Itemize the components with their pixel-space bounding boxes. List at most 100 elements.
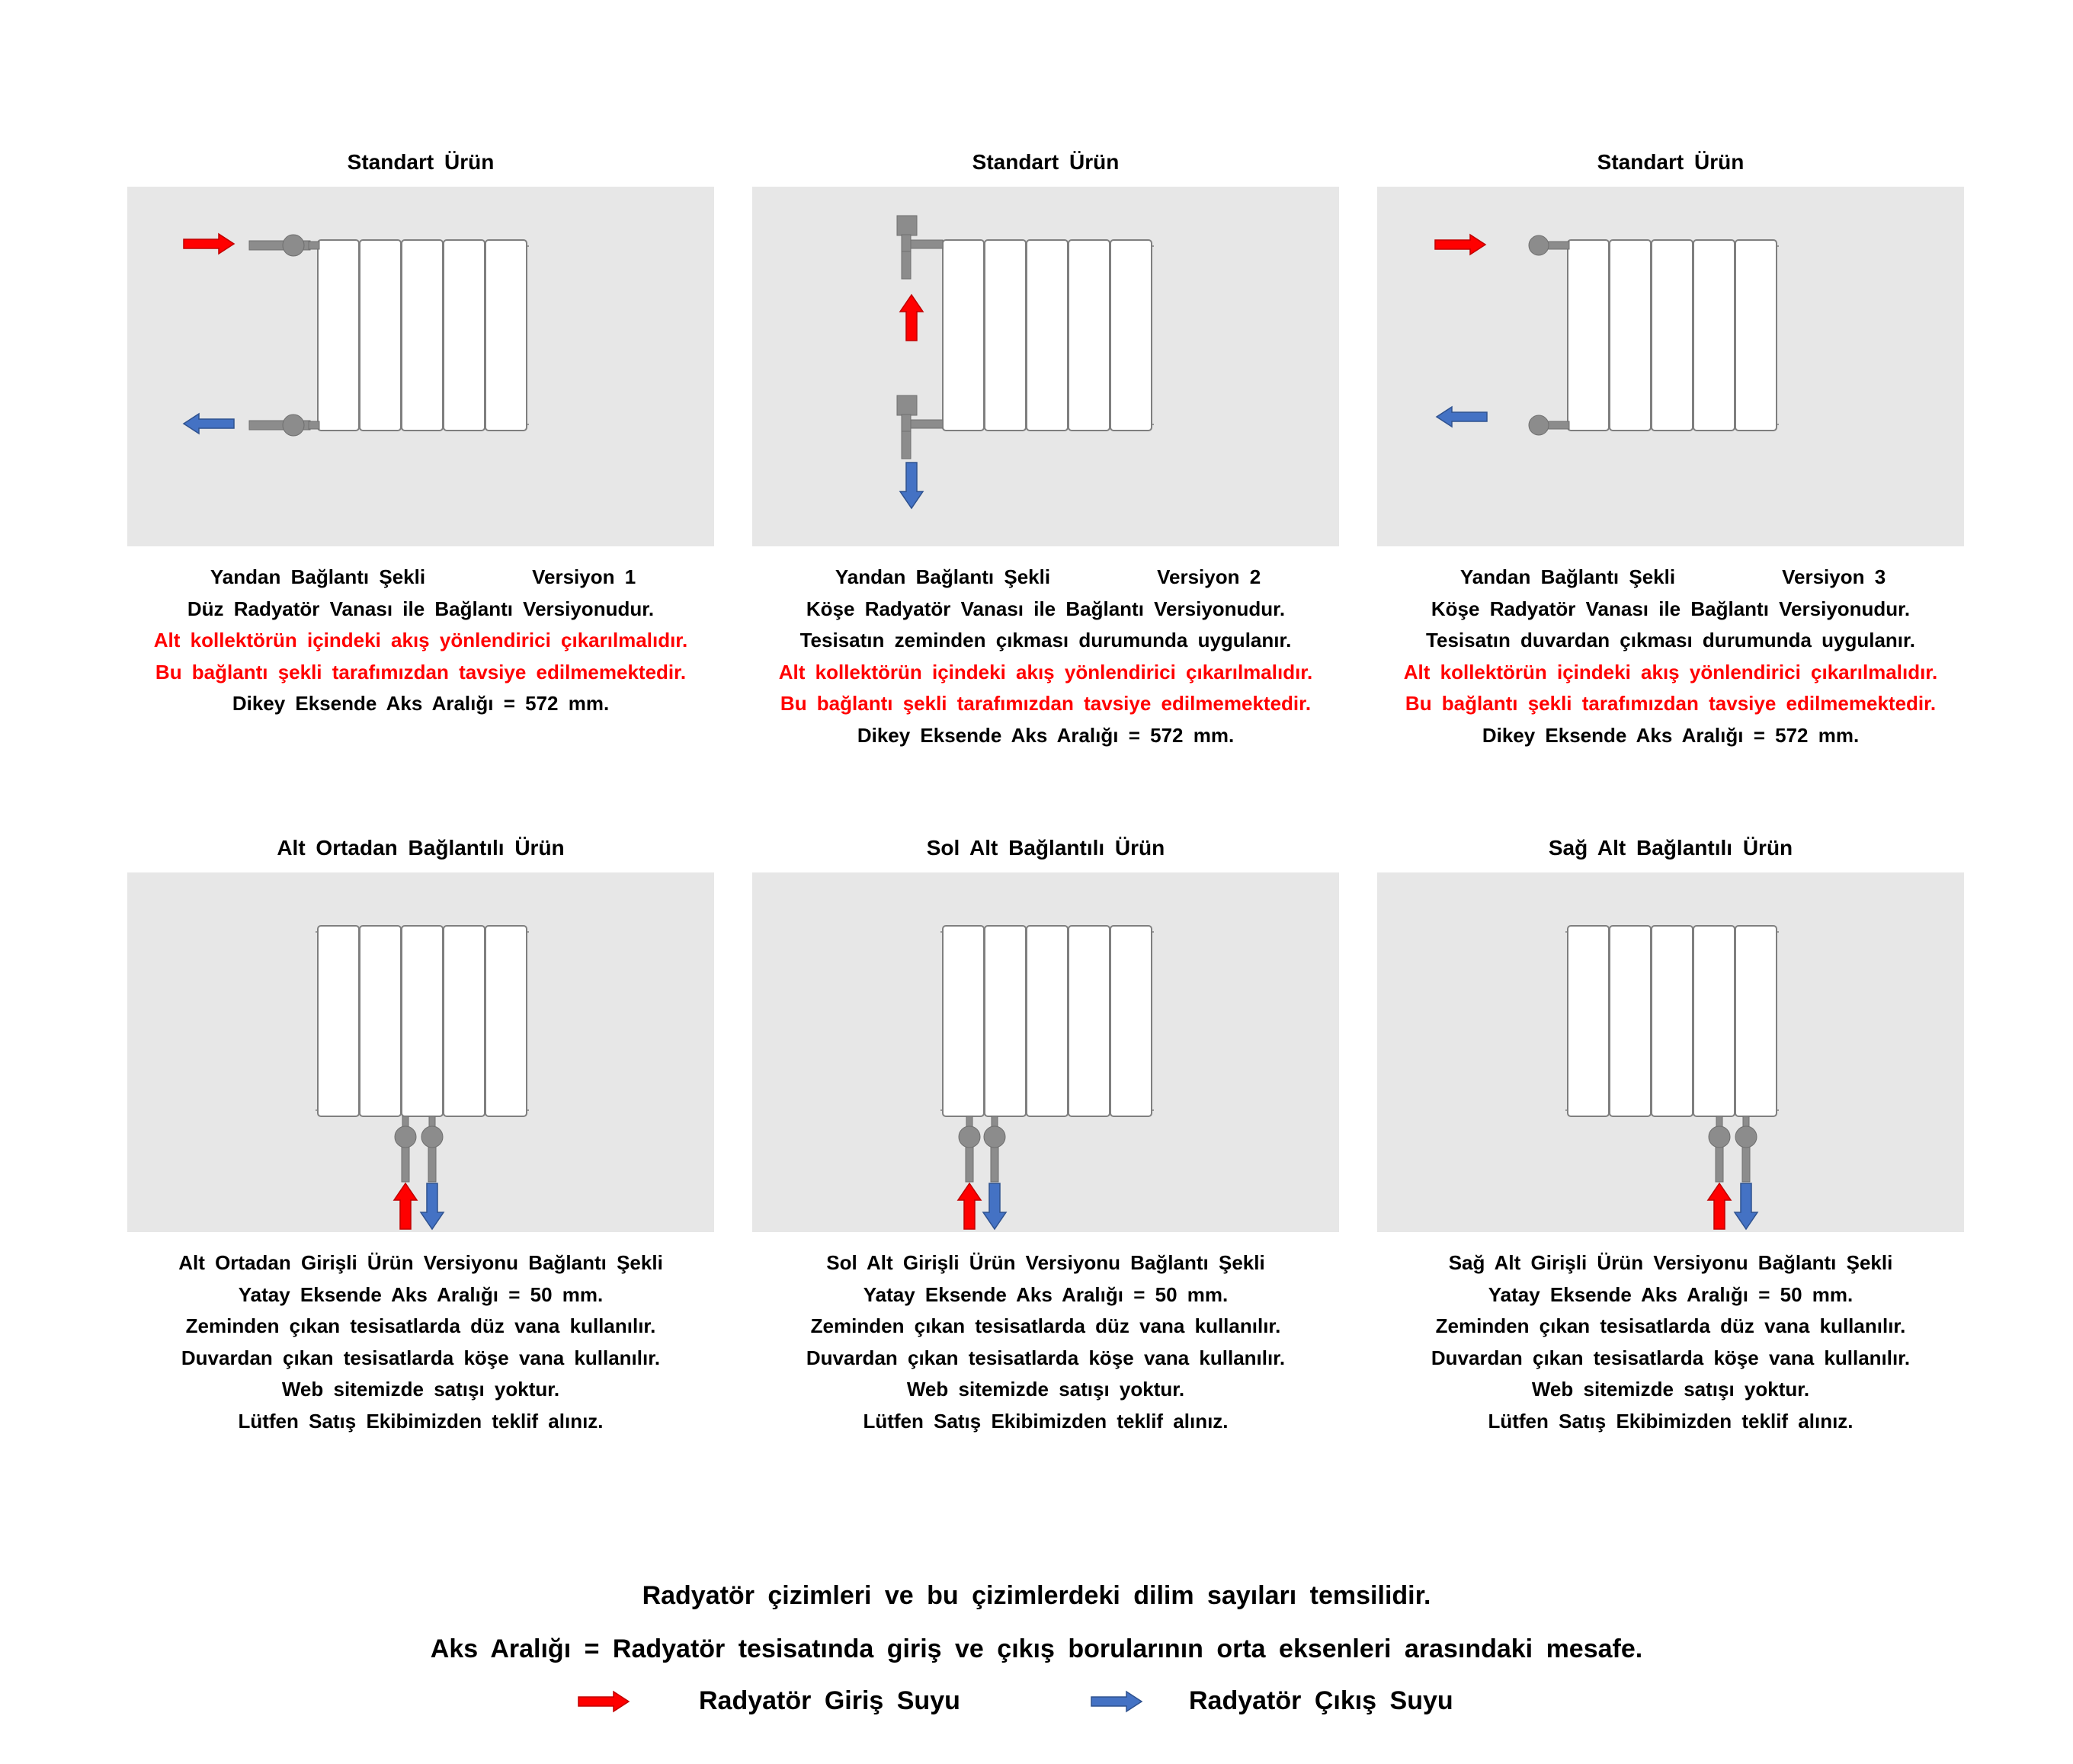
- desc-line: Zeminden çıkan tesisatlarda düz vana kul…: [185, 1314, 656, 1337]
- blue-arrow-icon: [1733, 1183, 1759, 1231]
- desc-line: Lütfen Satış Ekibimizden teklif alınız.: [1488, 1409, 1854, 1433]
- corner-valve-pipe: [901, 427, 912, 459]
- blue-arrow-icon: [419, 1183, 445, 1231]
- blue-arrow-icon: [982, 1183, 1008, 1231]
- corner-valve-head-icon: [896, 215, 918, 236]
- desc-line: Dikey Eksende Aks Aralığı = 572 mm.: [857, 723, 1235, 747]
- warning-line: Bu bağlantı şekli tarafımızdan tavsiye e…: [780, 692, 1312, 715]
- footer-note-representative: Radyatör çizimleri ve bu çizimlerdeki di…: [642, 1581, 1431, 1610]
- radiator-section: [1735, 925, 1777, 1117]
- blue-arrow-icon: [1435, 405, 1488, 428]
- radiator-section: [401, 925, 444, 1117]
- desc-line: Köşe Radyatör Vanası ile Bağlantı Versiy…: [1431, 597, 1911, 620]
- radiator-section: [443, 925, 485, 1117]
- desc-line: Web sitemizde satışı yoktur.: [1531, 1378, 1810, 1401]
- diagram-svg: [316, 925, 529, 1231]
- radiator-section: [1609, 239, 1652, 431]
- desc-line: Duvardan çıkan tesisatlarda köşe vana ku…: [1431, 1346, 1911, 1369]
- radiator-section: [1110, 239, 1152, 431]
- corner-valve-head-icon: [1528, 415, 1549, 436]
- valve-head-icon: [282, 414, 305, 437]
- desc-line: Tesisatın zeminden çıkması durumunda uyg…: [799, 629, 1292, 651]
- radiator-section: [942, 239, 985, 431]
- desc-line: Dikey Eksende Aks Aralığı = 572 mm.: [1482, 723, 1860, 747]
- version-label: Versiyon 1: [532, 565, 636, 588]
- panel-title: Sol Alt Bağlantılı Ürün: [926, 836, 1165, 860]
- desc-line: Web sitemizde satışı yoktur.: [281, 1378, 560, 1401]
- corner-valve-head-icon: [1528, 235, 1549, 256]
- connection-diagram: [127, 872, 714, 1232]
- desc-line: Yandan Bağlantı Şekli Versiyon 2: [752, 562, 1339, 594]
- panel-title: Standart Ürün: [1597, 150, 1745, 174]
- radiator-section: [317, 925, 360, 1117]
- valve-head-icon: [394, 1125, 417, 1148]
- panel-bottom-left: Sol Alt Bağlantılı Ürün Sol Alt Girişli …: [752, 834, 1339, 1444]
- warning-line: Bu bağlantı şekli tarafımızdan tavsiye e…: [1405, 692, 1937, 715]
- radiator-section: [401, 239, 444, 431]
- panel-description: Sol Alt Girişli Ürün Versiyonu Bağlantı …: [752, 1247, 1339, 1437]
- desc-line: Alt Ortadan Girişli Ürün Versiyonu Bağla…: [178, 1251, 663, 1274]
- desc-line: Köşe Radyatör Vanası ile Bağlantı Versiy…: [806, 597, 1286, 620]
- desc-line: Zeminden çıkan tesisatlarda düz vana kul…: [810, 1314, 1281, 1337]
- panel-title: Alt Ortadan Bağlantılı Ürün: [277, 836, 565, 860]
- red-arrow-icon: [578, 1690, 630, 1712]
- desc-line-text: Yandan Bağlantı Şekli: [1459, 565, 1676, 588]
- radiator-section: [1609, 925, 1652, 1117]
- panel-title: Sağ Alt Bağlantılı Ürün: [1548, 836, 1793, 860]
- desc-line: Lütfen Satış Ekibimizden teklif alınız.: [238, 1409, 604, 1433]
- warning-line: Alt kollektörün içindeki akış yönlendiri…: [778, 660, 1313, 684]
- legend-inlet-label: Radyatör Giriş Suyu: [699, 1686, 960, 1715]
- panel-title: Standart Ürün: [972, 150, 1120, 174]
- blue-arrow-icon: [1091, 1690, 1143, 1712]
- red-arrow-icon: [956, 1182, 982, 1230]
- panel-description: Alt Ortadan Girişli Ürün Versiyonu Bağla…: [127, 1247, 714, 1437]
- radiator-section: [1651, 925, 1693, 1117]
- valve-head-icon: [421, 1125, 444, 1148]
- desc-line: Tesisatın duvardan çıkması durumunda uyg…: [1426, 629, 1915, 651]
- red-arrow-icon: [1434, 233, 1487, 256]
- radiator-section: [1735, 239, 1777, 431]
- connection-diagram: [127, 187, 714, 546]
- desc-line: Dikey Eksende Aks Aralığı = 572 mm.: [232, 692, 610, 715]
- radiator-section: [443, 239, 485, 431]
- desc-line-text: Yandan Bağlantı Şekli: [835, 565, 1051, 588]
- valve-head-icon: [1708, 1125, 1731, 1148]
- panel-title: Standart Ürün: [347, 150, 495, 174]
- desc-line: Duvardan çıkan tesisatlarda köşe vana ku…: [806, 1346, 1286, 1369]
- panel-description: Yandan Bağlantı Şekli Versiyon 3 Köşe Rad…: [1377, 562, 1964, 751]
- legend-inlet: Radyatör Giriş Suyu: [577, 1686, 960, 1716]
- desc-line: Yandan Bağlantı Şekli Versiyon 3: [1377, 562, 1964, 594]
- panel-standard-v2: Standart Ürün Yandan Bağlantı Şekli Versi…: [752, 149, 1339, 758]
- desc-line: Yatay Eksende Aks Aralığı = 50 mm.: [1488, 1282, 1854, 1306]
- radiator-section: [359, 925, 402, 1117]
- valve-nipple: [308, 241, 320, 250]
- connection-diagram: [752, 187, 1339, 546]
- desc-line: Yandan Bağlantı Şekli Versiyon 1: [127, 562, 714, 594]
- legend-outlet-label: Radyatör Çıkış Suyu: [1189, 1686, 1453, 1715]
- radiator-section: [1068, 239, 1110, 431]
- blue-arrow-icon: [182, 412, 235, 435]
- radiator-section: [1026, 925, 1069, 1117]
- desc-line: Sol Alt Girişli Ürün Versiyonu Bağlantı …: [826, 1251, 1265, 1274]
- red-arrow-icon: [392, 1182, 418, 1230]
- red-arrow-icon: [899, 293, 924, 341]
- radiator-section: [1693, 239, 1735, 431]
- desc-line: Yatay Eksende Aks Aralığı = 50 mm.: [238, 1282, 604, 1306]
- desc-line-text: Yandan Bağlantı Şekli: [210, 565, 426, 588]
- diagram-svg: [896, 215, 1154, 510]
- radiator-section: [1026, 239, 1069, 431]
- desc-line: Yatay Eksende Aks Aralığı = 50 mm.: [863, 1282, 1229, 1306]
- radiator-section: [1693, 925, 1735, 1117]
- warning-line: Alt kollektörün içindeki akış yönlendiri…: [1403, 660, 1938, 684]
- panel-standard-v1: Standart Ürün Yandan Bağlantı Şekli Versi…: [127, 149, 714, 728]
- radiator-section: [485, 239, 527, 431]
- legend-outlet: Radyatör Çıkış Suyu: [1090, 1686, 1453, 1716]
- radiator-section: [317, 239, 360, 431]
- desc-line: Lütfen Satış Ekibimizden teklif alınız.: [863, 1409, 1229, 1433]
- panel-description: Yandan Bağlantı Şekli Versiyon 2 Köşe Rad…: [752, 562, 1339, 751]
- connection-diagram: [1377, 187, 1964, 546]
- desc-line: Zeminden çıkan tesisatlarda düz vana kul…: [1435, 1314, 1906, 1337]
- panel-description: Sağ Alt Girişli Ürün Versiyonu Bağlantı …: [1377, 1247, 1964, 1437]
- radiator-section: [1567, 925, 1610, 1117]
- valve-head-icon: [983, 1125, 1006, 1148]
